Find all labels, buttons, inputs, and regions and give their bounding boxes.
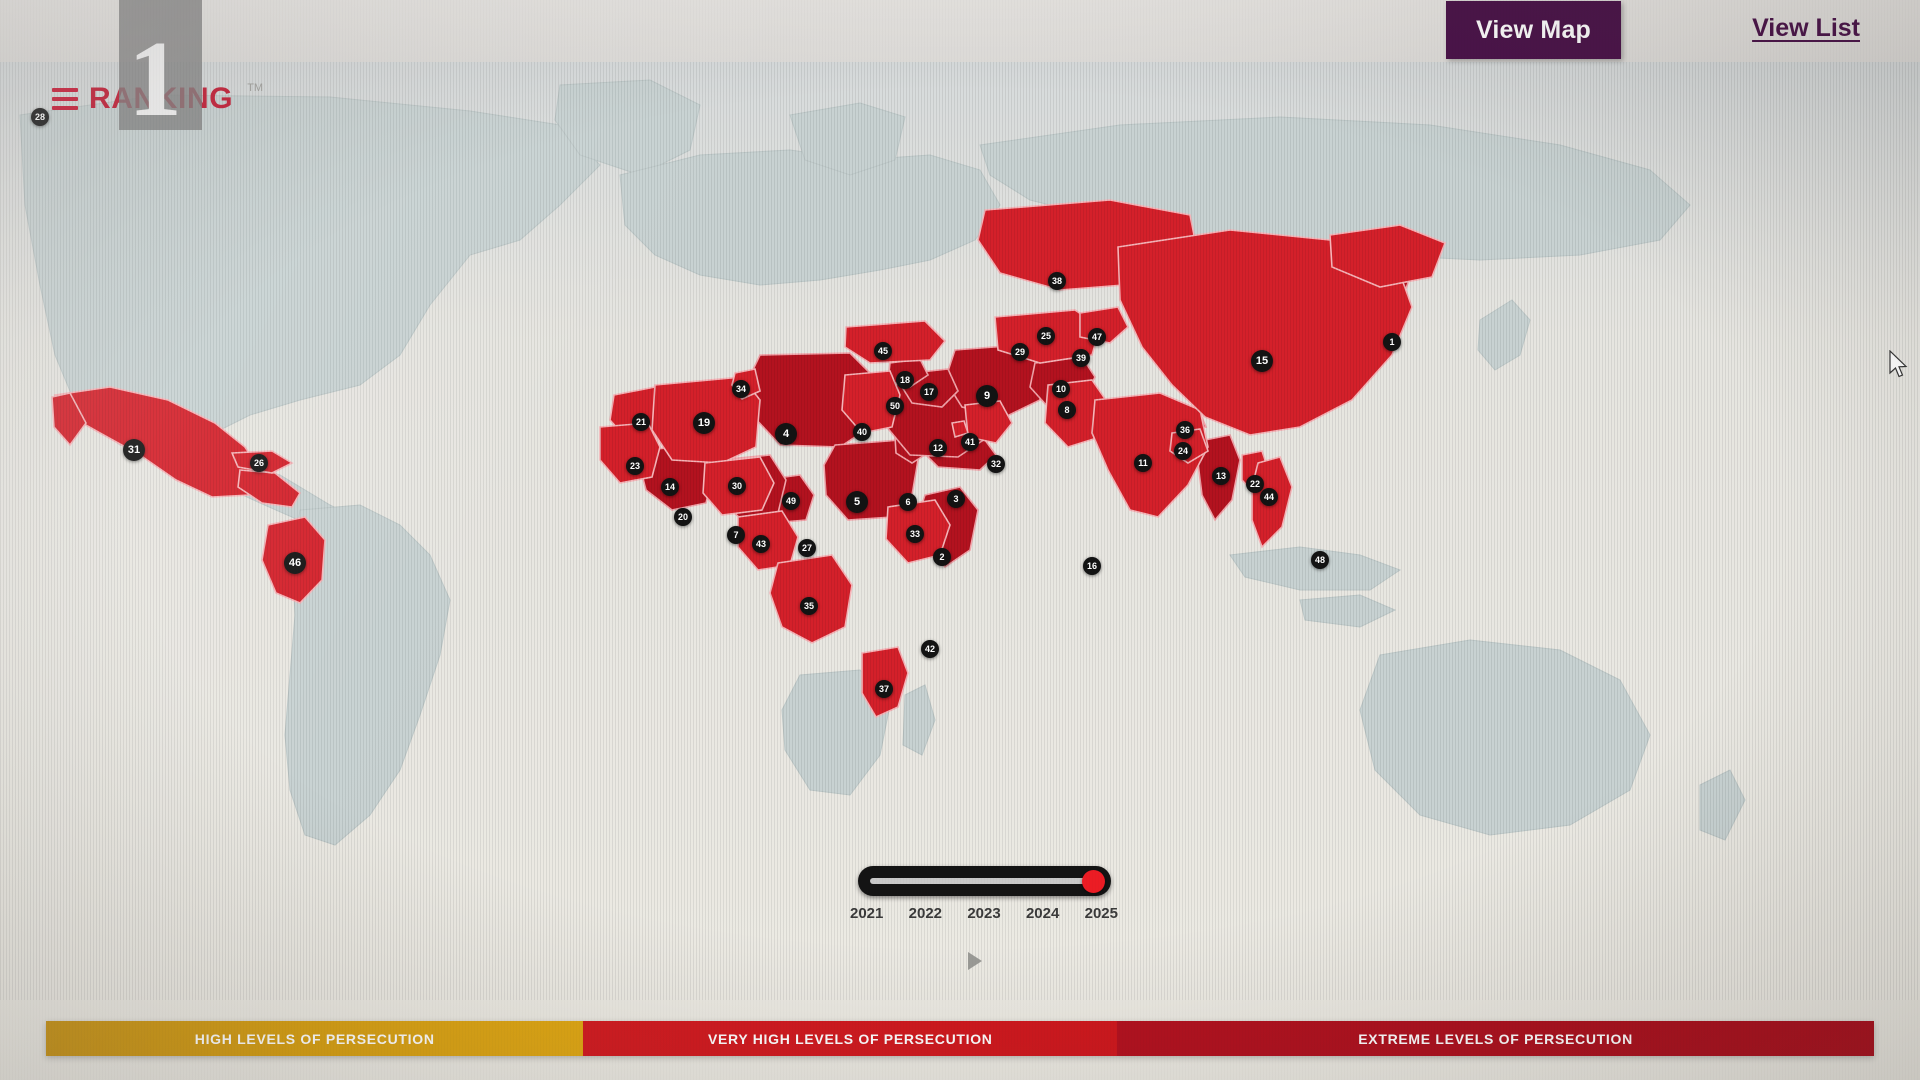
play-triangle-icon[interactable] [968,952,982,970]
legend-segment-very-high[interactable]: VERY HIGH LEVELS OF PERSECUTION [583,1021,1118,1056]
ranking-marker[interactable]: 22 [1246,475,1264,493]
ranking-marker[interactable]: 34 [732,380,750,398]
ranking-marker[interactable]: 17 [920,383,938,401]
legend-segment-extreme[interactable]: EXTREME LEVELS OF PERSECUTION [1117,1021,1874,1056]
ranking-marker[interactable]: 6 [899,493,917,511]
ranking-marker[interactable]: 27 [798,539,816,557]
year-label-2025[interactable]: 2025 [1084,905,1118,922]
ranking-marker[interactable]: 26 [250,454,268,472]
ranking-marker[interactable]: 46 [284,552,306,574]
ranking-marker[interactable]: 11 [1134,454,1152,472]
ranking-marker[interactable]: 16 [1083,557,1101,575]
legend-segment-high[interactable]: HIGH LEVELS OF PERSECUTION [46,1021,584,1056]
ranking-marker[interactable]: 47 [1088,328,1106,346]
ranking-marker[interactable]: 1 [1383,333,1401,351]
ranking-marker[interactable]: 13 [1212,467,1230,485]
ranking-marker[interactable]: 7 [727,526,745,544]
ranking-marker[interactable]: 45 [874,342,892,360]
ranking-marker[interactable]: 33 [906,525,924,543]
ranking-marker[interactable]: 25 [1037,327,1055,345]
ranking-marker[interactable]: 49 [782,492,800,510]
ranking-marker[interactable]: 41 [961,433,979,451]
ranking-marker[interactable]: 10 [1052,380,1070,398]
ranking-marker[interactable]: 48 [1311,551,1329,569]
ranking-marker[interactable]: 19 [693,412,715,434]
year-slider[interactable]: 2021 2022 2023 2024 2025 [850,866,1118,922]
ranking-marker[interactable]: 12 [929,439,947,457]
ranking-marker[interactable]: 30 [728,477,746,495]
ranking-marker[interactable]: 3 [947,490,965,508]
ranking-marker[interactable]: 8 [1058,401,1076,419]
year-tick-labels: 2021 2022 2023 2024 2025 [850,905,1118,922]
year-label-2023[interactable]: 2023 [967,905,1001,922]
top-bar [0,0,1920,62]
persecution-legend: HIGH LEVELS OF PERSECUTION VERY HIGH LEV… [46,1021,1874,1056]
mouse-cursor-icon [1889,350,1908,378]
ranking-marker[interactable]: 24 [1174,442,1192,460]
world-map[interactable]: 28 31 26 46 21 23 19 34 14 20 30 49 7 43 27 4 40 5 35 45 18 1… [0,55,1920,1000]
ranking-marker[interactable]: 40 [853,423,871,441]
ranking-marker[interactable]: 38 [1048,272,1066,290]
ranking-marker[interactable]: 35 [800,597,818,615]
ranking-marker[interactable]: 29 [1011,343,1029,361]
ranking-marker[interactable]: 36 [1176,421,1194,439]
ranking-marker[interactable]: 28 [31,108,49,126]
year-slider-handle[interactable] [1082,870,1105,893]
ranking-marker[interactable]: 31 [123,439,145,461]
ranking-marker[interactable]: 39 [1072,349,1090,367]
year-slider-rail [870,878,1099,884]
year-label-2022[interactable]: 2022 [908,905,943,922]
ranking-marker[interactable]: 4 [775,423,797,445]
year-label-2024[interactable]: 2024 [1025,905,1060,922]
brand-superscript: TM [247,82,264,94]
view-list-link[interactable]: View List [1752,14,1860,42]
ranking-marker[interactable]: 14 [661,478,679,496]
watermark-digit: 1 [128,20,182,139]
ranking-marker[interactable]: 32 [987,455,1005,473]
ranking-marker[interactable]: 20 [674,508,692,526]
ranking-marker[interactable]: 44 [1260,488,1278,506]
ranking-marker[interactable]: 5 [846,491,868,513]
ranking-marker[interactable]: 43 [752,535,770,553]
ranking-marker[interactable]: 37 [875,680,893,698]
ranking-marker[interactable]: 15 [1251,350,1273,372]
ranking-marker[interactable]: 50 [886,397,904,415]
world-map-svg [0,55,1920,1000]
ranking-marker[interactable]: 42 [921,640,939,658]
ranking-marker[interactable]: 9 [976,385,998,407]
ranking-marker[interactable]: 2 [933,548,951,566]
ranking-marker[interactable]: 21 [632,413,650,431]
capture-overlay-band [119,0,202,130]
ranking-marker[interactable]: 18 [896,371,914,389]
view-map-button[interactable]: View Map [1446,1,1621,59]
ranking-marker[interactable]: 23 [626,457,644,475]
year-slider-track[interactable] [858,866,1111,896]
hamburger-icon[interactable] [52,88,78,110]
year-label-2021[interactable]: 2021 [850,905,884,922]
